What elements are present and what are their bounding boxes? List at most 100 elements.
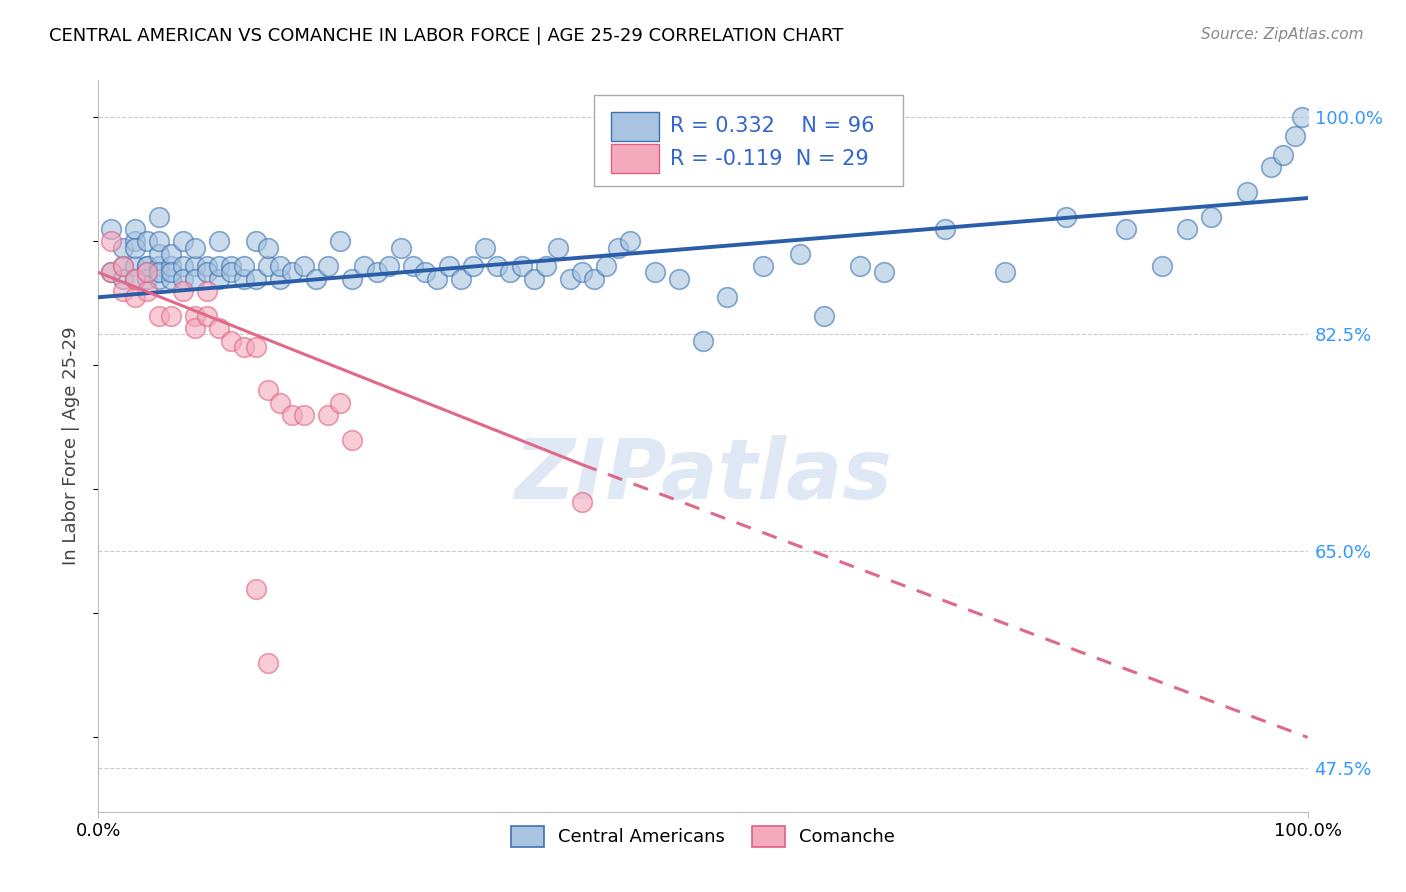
Point bbox=[111, 271, 134, 285]
Point bbox=[245, 271, 267, 285]
Point bbox=[402, 259, 425, 273]
Point bbox=[172, 271, 194, 285]
Point bbox=[547, 241, 569, 255]
Point bbox=[353, 259, 375, 273]
Point bbox=[208, 259, 231, 273]
Point bbox=[1054, 210, 1077, 224]
Point bbox=[849, 259, 872, 273]
Text: CENTRAL AMERICAN VS COMANCHE IN LABOR FORCE | AGE 25-29 CORRELATION CHART: CENTRAL AMERICAN VS COMANCHE IN LABOR FO… bbox=[49, 27, 844, 45]
Point bbox=[135, 284, 157, 298]
Point bbox=[269, 395, 291, 409]
Point bbox=[148, 271, 170, 285]
Point bbox=[111, 259, 134, 273]
Point bbox=[135, 265, 157, 279]
Point bbox=[135, 235, 157, 249]
Point bbox=[1175, 222, 1198, 236]
Point bbox=[148, 210, 170, 224]
Point bbox=[668, 271, 690, 285]
Point bbox=[124, 241, 146, 255]
Point bbox=[256, 383, 278, 397]
Point bbox=[160, 309, 183, 323]
Point bbox=[100, 235, 122, 249]
Point bbox=[571, 265, 593, 279]
Point bbox=[195, 309, 218, 323]
Point bbox=[583, 271, 606, 285]
Point bbox=[342, 271, 364, 285]
Point bbox=[789, 247, 811, 261]
Point bbox=[148, 259, 170, 273]
Point bbox=[232, 340, 254, 354]
Point bbox=[111, 241, 134, 255]
Point bbox=[474, 241, 496, 255]
FancyBboxPatch shape bbox=[595, 95, 903, 186]
Text: R = 0.332    N = 96: R = 0.332 N = 96 bbox=[671, 116, 875, 136]
Point bbox=[148, 309, 170, 323]
Point bbox=[124, 290, 146, 304]
Point bbox=[619, 235, 641, 249]
Point bbox=[135, 259, 157, 273]
Point bbox=[245, 582, 267, 596]
Y-axis label: In Labor Force | Age 25-29: In Labor Force | Age 25-29 bbox=[62, 326, 80, 566]
Point bbox=[1152, 259, 1174, 273]
Point bbox=[1260, 160, 1282, 174]
Point bbox=[934, 222, 956, 236]
Point bbox=[426, 271, 449, 285]
Point bbox=[329, 235, 352, 249]
Point bbox=[256, 656, 278, 670]
Point bbox=[595, 259, 617, 273]
Point bbox=[232, 271, 254, 285]
Point bbox=[498, 265, 520, 279]
Point bbox=[135, 271, 157, 285]
Point bbox=[873, 265, 896, 279]
Point bbox=[124, 271, 146, 285]
Point bbox=[124, 259, 146, 273]
Point bbox=[752, 259, 775, 273]
Text: Source: ZipAtlas.com: Source: ZipAtlas.com bbox=[1201, 27, 1364, 42]
Point bbox=[1291, 111, 1313, 125]
Point bbox=[160, 265, 183, 279]
Point bbox=[221, 259, 243, 273]
Point bbox=[281, 265, 304, 279]
FancyBboxPatch shape bbox=[612, 112, 659, 141]
Point bbox=[571, 495, 593, 509]
Point bbox=[172, 259, 194, 273]
Point bbox=[160, 271, 183, 285]
Point bbox=[437, 259, 460, 273]
Point bbox=[269, 271, 291, 285]
Point bbox=[245, 235, 267, 249]
Point bbox=[184, 309, 207, 323]
Point bbox=[184, 271, 207, 285]
Point bbox=[148, 247, 170, 261]
Point bbox=[1115, 222, 1137, 236]
Point bbox=[342, 433, 364, 447]
Point bbox=[1272, 147, 1295, 161]
Point bbox=[463, 259, 485, 273]
Point bbox=[486, 259, 509, 273]
Point bbox=[644, 265, 666, 279]
Point bbox=[172, 235, 194, 249]
Point bbox=[292, 408, 315, 422]
Point bbox=[256, 241, 278, 255]
Point bbox=[1236, 185, 1258, 199]
Point bbox=[607, 241, 630, 255]
Point bbox=[558, 271, 581, 285]
Point bbox=[366, 265, 388, 279]
Point bbox=[316, 259, 339, 273]
Point bbox=[208, 271, 231, 285]
Point bbox=[124, 222, 146, 236]
Point bbox=[221, 265, 243, 279]
Point bbox=[389, 241, 412, 255]
Point bbox=[716, 290, 738, 304]
Point bbox=[269, 259, 291, 273]
Text: ZIPatlas: ZIPatlas bbox=[515, 434, 891, 516]
Point bbox=[111, 259, 134, 273]
Point bbox=[195, 259, 218, 273]
Point bbox=[160, 259, 183, 273]
Point bbox=[305, 271, 328, 285]
Point bbox=[245, 340, 267, 354]
Point bbox=[184, 321, 207, 335]
Point bbox=[135, 265, 157, 279]
Point bbox=[124, 235, 146, 249]
Point bbox=[208, 321, 231, 335]
Point bbox=[184, 241, 207, 255]
